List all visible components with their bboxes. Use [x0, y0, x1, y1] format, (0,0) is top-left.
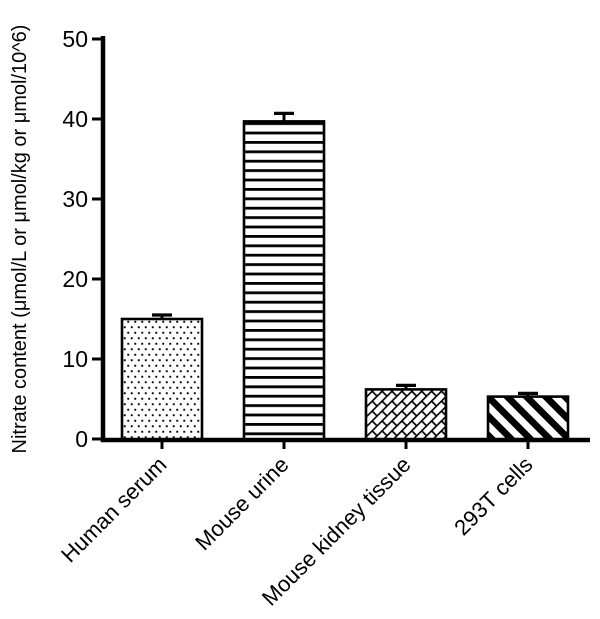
- axes-group: [100, 36, 590, 443]
- bar-1: [242, 120, 326, 442]
- y-tick-label-5: 50: [62, 26, 88, 52]
- error-bars-group: [152, 111, 538, 398]
- bar-0: [120, 317, 204, 442]
- x-tick-label-1: Mouse urine: [190, 452, 293, 555]
- x-tick-label-3: 293T cells: [449, 452, 537, 540]
- bar-3: [486, 395, 570, 442]
- x-ticks-group: [160, 440, 530, 449]
- bar-2: [364, 388, 448, 442]
- y-tick-label-4: 40: [62, 106, 88, 132]
- x-tick-label-0: Human serum: [56, 452, 171, 567]
- y-tick-label-0: 0: [75, 426, 88, 452]
- y-tick-label-1: 10: [62, 346, 88, 372]
- y-tick-label-3: 30: [62, 186, 88, 212]
- y-tick-label-2: 20: [62, 266, 88, 292]
- bars-group: [120, 120, 570, 442]
- y-axis-title: Nitrate content (μmol/L or μmol/kg or μm…: [9, 25, 31, 454]
- y-ticks-group: 0 10 20 30 40 50: [62, 26, 101, 452]
